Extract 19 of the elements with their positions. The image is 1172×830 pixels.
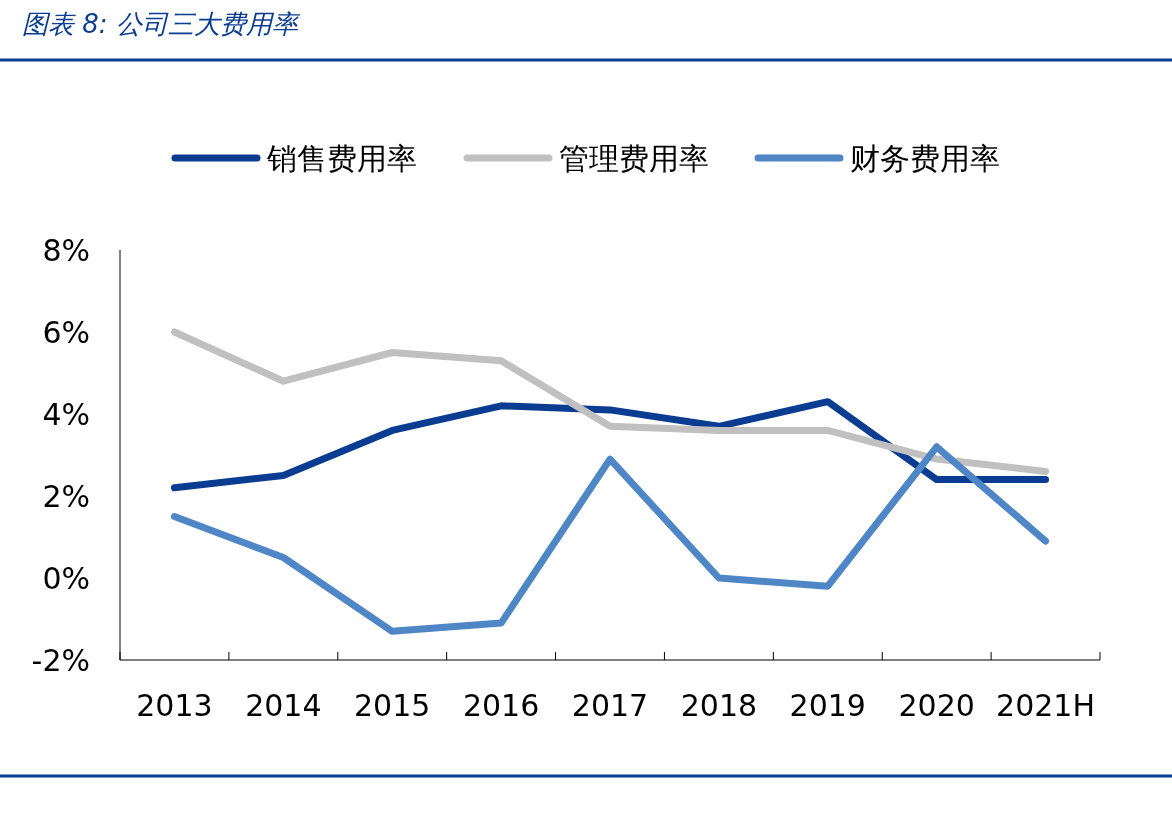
y-tick-label: -2% (31, 643, 90, 678)
x-tick-label: 2020 (898, 688, 975, 723)
x-tick-label: 2013 (136, 688, 213, 723)
y-tick-label: 4% (42, 397, 90, 432)
x-tick-label: 2016 (462, 688, 540, 723)
legend-label: 销售费用率 (266, 141, 417, 176)
legend-label: 管理费用率 (559, 141, 709, 176)
y-tick-label: 6% (42, 315, 90, 350)
x-tick-label: 2018 (680, 688, 758, 723)
x-tick-label: 2015 (354, 688, 431, 723)
y-tick-label: 2% (42, 479, 90, 514)
x-tick-label: 2017 (571, 688, 649, 723)
y-tick-label: 0% (42, 561, 90, 596)
chart-title: 图表 8: 公司三大费用率 (22, 9, 301, 39)
x-tick-label: 2021H (996, 688, 1096, 723)
y-tick-label: 8% (42, 233, 90, 268)
x-tick-label: 2019 (789, 688, 866, 723)
x-tick-label: 2014 (245, 688, 322, 723)
legend-label: 财务费用率 (850, 141, 1000, 176)
